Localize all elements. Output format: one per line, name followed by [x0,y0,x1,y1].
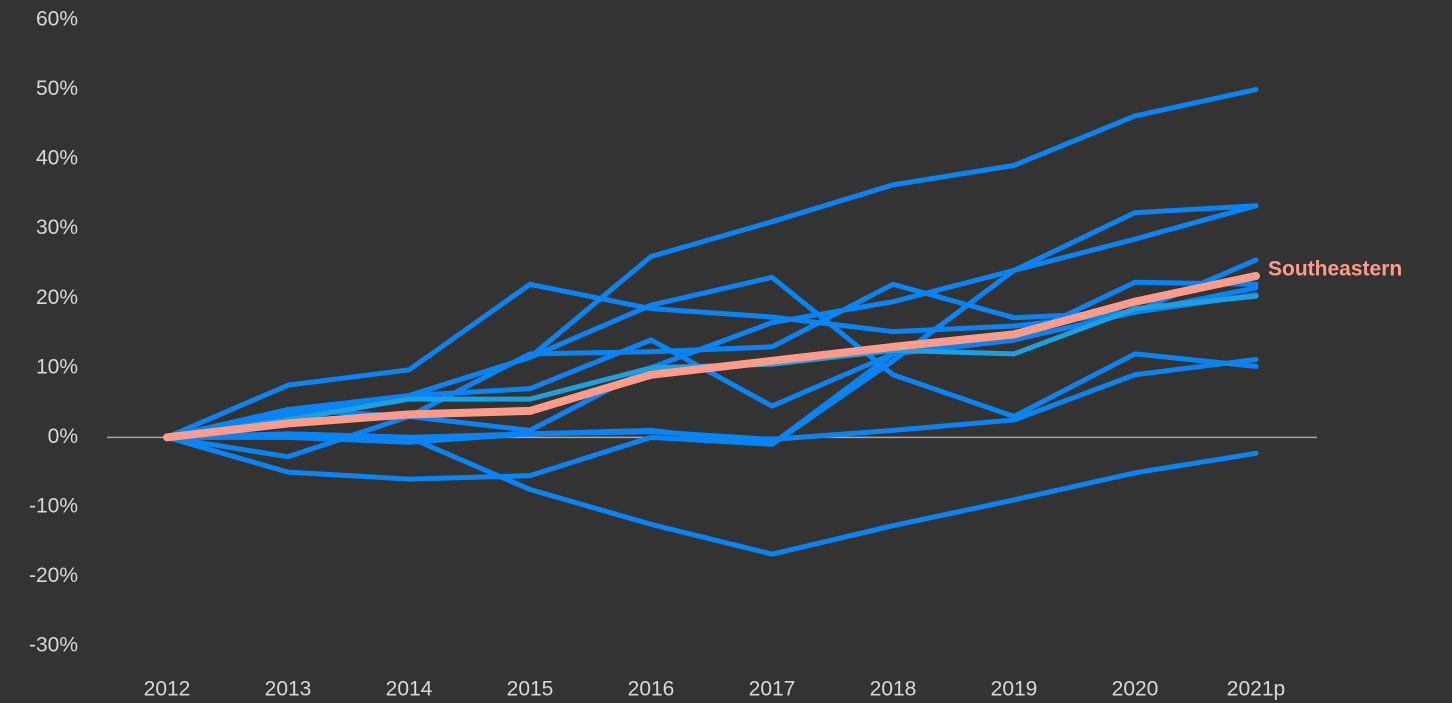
series-line [164,203,1259,440]
y-tick-label: -10% [29,494,78,517]
y-tick-label: 0% [48,425,78,448]
y-tick-label: -20% [29,564,78,587]
y-tick-label: -30% [29,634,78,657]
series-line [164,257,1259,482]
x-tick-label: 2016 [628,678,675,701]
series-line [164,356,1259,445]
y-tick-label: 40% [36,147,78,170]
x-tick-label: 2013 [265,678,312,701]
y-tick-label: 30% [36,216,78,239]
y-tick-label: 60% [36,8,78,31]
series-label: Southeastern [1268,258,1402,281]
y-tick-label: 20% [36,286,78,309]
x-tick-label: 2012 [144,678,191,701]
series-line [164,279,1259,440]
x-tick-label: 2020 [1112,678,1159,701]
series-line [164,431,1259,557]
y-tick-label: 10% [36,355,78,378]
series-line [163,271,1260,442]
y-tick-label: 50% [36,77,78,100]
x-tick-label: 2015 [507,678,554,701]
x-tick-label: 2018 [870,678,917,701]
x-tick-label: 2019 [991,678,1038,701]
x-tick-label: 2014 [386,678,433,701]
x-tick-label: 2021p [1227,678,1285,701]
x-tick-label: 2017 [749,678,796,701]
